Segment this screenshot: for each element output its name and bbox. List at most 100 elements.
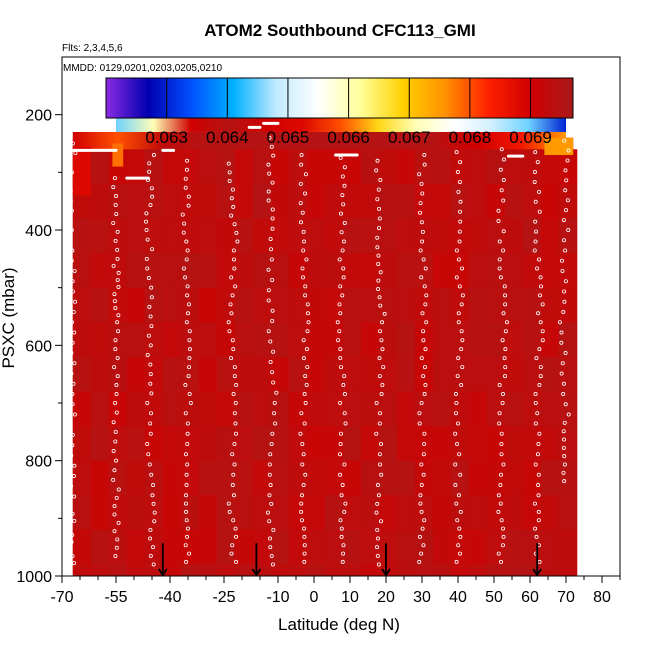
sample-point: [149, 324, 154, 329]
sample-point: [338, 211, 343, 216]
sample-point: [417, 534, 422, 539]
sample-point: [150, 194, 155, 199]
sample-point: [233, 534, 238, 539]
field-cell: [558, 356, 578, 392]
field-cell: [234, 356, 254, 392]
field-cell: [522, 391, 542, 427]
sample-point: [233, 421, 238, 426]
sample-point: [72, 463, 77, 468]
sample-point: [460, 293, 465, 298]
field-patch: [544, 137, 574, 156]
arrow-markers: [158, 543, 542, 577]
sample-point: [377, 226, 382, 231]
sample-point: [305, 302, 310, 307]
field-cell: [360, 149, 380, 185]
field-cell: [450, 253, 470, 289]
sample-point: [453, 462, 458, 467]
sample-point: [301, 338, 306, 343]
sample-point: [113, 194, 118, 199]
field-cell: [270, 391, 290, 427]
field-cell: [180, 460, 200, 496]
sample-point: [72, 361, 77, 366]
field-cell: [450, 356, 470, 392]
sample-point: [72, 518, 77, 523]
sample-point: [338, 431, 343, 436]
sample-point: [72, 412, 77, 417]
field-cell: [162, 253, 182, 289]
field-cell: [270, 529, 290, 565]
field-cell: [522, 529, 542, 565]
field-cell: [450, 460, 470, 496]
sample-point: [566, 412, 571, 417]
sample-point: [149, 411, 154, 416]
arrow-down-icon: [381, 543, 391, 577]
sample-point: [231, 493, 236, 498]
sample-point: [458, 472, 463, 477]
field-cell: [108, 495, 128, 531]
sample-point: [502, 284, 507, 289]
field-cell: [378, 529, 398, 565]
sample-point: [180, 212, 185, 217]
field-cell: [144, 149, 164, 185]
field-cell: [324, 495, 344, 531]
sample-point: [376, 286, 381, 291]
sample-point: [115, 247, 120, 252]
sample-point: [111, 420, 116, 425]
sample-point: [266, 198, 271, 203]
sample-point: [335, 320, 340, 325]
sample-point: [112, 468, 117, 473]
sample-point: [501, 178, 506, 183]
sample-point: [68, 504, 73, 509]
sample-point: [375, 553, 380, 558]
field-cell: [180, 183, 200, 219]
sample-point: [270, 226, 275, 231]
sample-point: [562, 479, 567, 484]
field-cell: [414, 426, 434, 462]
sample-point: [187, 392, 192, 397]
sample-point: [300, 462, 305, 467]
field-cell: [72, 460, 92, 496]
flights-note: Flts: 2,3,4,5,6: [62, 43, 123, 54]
sample-point: [499, 518, 504, 523]
sample-point: [301, 229, 306, 234]
sample-point: [266, 329, 271, 334]
sample-point: [421, 329, 426, 334]
field-cell: [342, 460, 362, 496]
field-cell: [198, 322, 218, 358]
sample-point: [271, 380, 276, 385]
sample-point: [424, 320, 429, 325]
sample-point: [421, 374, 426, 379]
field-cell: [216, 426, 236, 462]
field-cell: [468, 322, 488, 358]
sample-point: [381, 365, 386, 370]
sample-point: [376, 278, 381, 283]
sample-point: [302, 392, 307, 397]
field-cell: [558, 218, 578, 254]
sample-point: [145, 237, 150, 242]
field-cell: [396, 218, 416, 254]
field-cell: [486, 356, 506, 392]
sample-point: [457, 284, 462, 289]
field-cell: [180, 356, 200, 392]
sample-point: [562, 138, 567, 143]
field-cell: [396, 564, 416, 576]
field-cell: [432, 253, 452, 289]
sample-point: [227, 170, 232, 175]
field-cell: [108, 287, 128, 323]
field-cell: [306, 460, 326, 496]
field-cell: [342, 218, 362, 254]
x-tick-label: 0: [310, 589, 319, 606]
field-cell: [360, 426, 380, 462]
sample-point: [374, 168, 379, 173]
sample-point: [497, 239, 502, 244]
field-cell: [414, 149, 434, 185]
field-cell: [180, 218, 200, 254]
sample-point: [337, 329, 342, 334]
field-cell: [90, 391, 110, 427]
field-cell: [504, 391, 524, 427]
field-cell: [414, 529, 434, 565]
sample-point: [181, 266, 186, 271]
sample-point: [423, 266, 428, 271]
sample-point: [375, 197, 380, 202]
field-cell: [396, 356, 416, 392]
